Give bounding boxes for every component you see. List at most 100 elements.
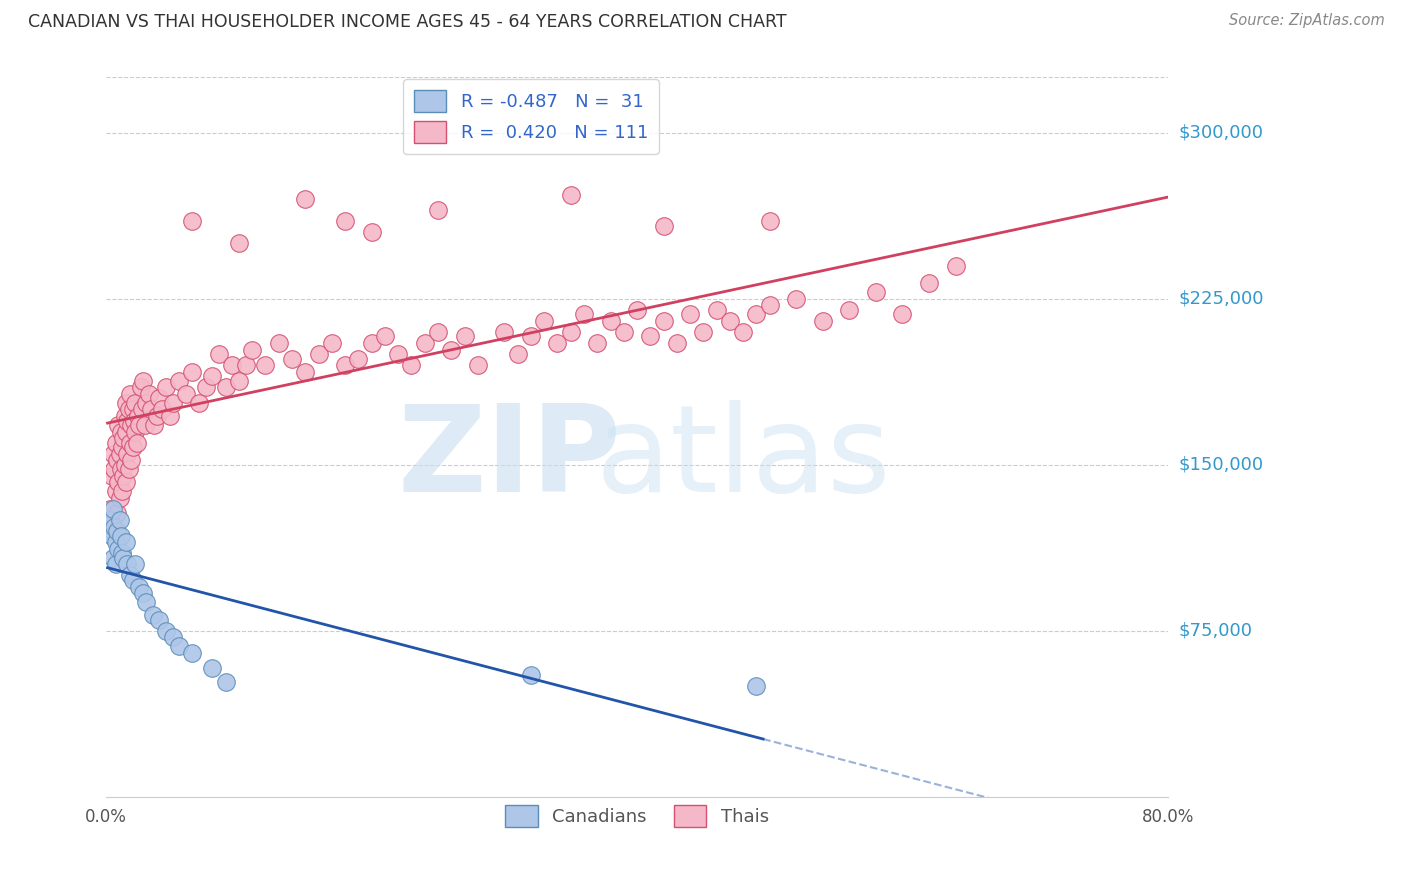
Point (112, 550, 135, 565)
Text: $225,000: $225,000 (1180, 290, 1264, 308)
Point (115, 396, 138, 410)
Point (107, 417, 129, 432)
Point (117, 413, 139, 427)
Point (135, 595, 157, 609)
Text: atlas: atlas (595, 401, 891, 517)
Point (120, 453, 142, 467)
Text: Source: ZipAtlas.com: Source: ZipAtlas.com (1229, 13, 1385, 29)
Text: ZIP: ZIP (398, 401, 621, 517)
Point (104, 484, 127, 499)
Point (108, 513, 131, 527)
Point (104, 435, 127, 450)
Point (115, 475, 138, 490)
Point (105, 524, 128, 538)
Point (112, 468, 135, 483)
Point (122, 413, 145, 427)
Point (127, 409, 149, 423)
Point (112, 431, 135, 445)
Point (124, 396, 146, 410)
Point (114, 409, 136, 423)
Point (427, 325, 450, 339)
Point (142, 608, 165, 623)
Point (125, 435, 148, 450)
Point (360, 226, 382, 240)
Point (413, 336, 436, 351)
Point (665, 336, 688, 351)
Point (533, 314, 555, 328)
Point (733, 325, 755, 339)
Point (546, 336, 568, 351)
Point (181, 646, 204, 660)
Point (221, 358, 243, 372)
Point (150, 402, 173, 417)
Point (560, 187, 582, 202)
Point (101, 502, 124, 516)
Point (181, 214, 204, 228)
Point (572, 307, 595, 321)
Point (387, 347, 409, 361)
Point (141, 402, 163, 417)
Point (101, 550, 124, 565)
Point (586, 336, 609, 351)
Point (520, 668, 543, 682)
Point (745, 679, 768, 693)
Point (208, 347, 231, 361)
Point (115, 425, 138, 439)
Point (110, 528, 132, 542)
Point (294, 192, 316, 206)
Point (111, 546, 134, 560)
Point (145, 409, 167, 423)
Point (174, 387, 197, 401)
Point (308, 347, 330, 361)
Point (360, 336, 382, 351)
Point (520, 329, 543, 343)
Point (333, 358, 356, 372)
Point (101, 447, 124, 461)
Point (891, 307, 914, 321)
Point (240, 343, 263, 357)
Point (111, 484, 134, 499)
Point (652, 314, 675, 328)
Point (117, 447, 139, 461)
Point (494, 325, 516, 339)
Point (120, 387, 142, 401)
Point (115, 535, 138, 549)
Point (254, 358, 277, 372)
Point (110, 425, 132, 439)
Point (440, 343, 463, 357)
Point (267, 336, 290, 351)
Point (108, 491, 131, 505)
Point (104, 558, 127, 572)
Point (333, 214, 356, 228)
Point (167, 374, 190, 388)
Point (640, 329, 662, 343)
Point (865, 285, 887, 300)
Point (121, 440, 143, 454)
Point (758, 214, 780, 228)
Point (148, 392, 170, 406)
Point (148, 613, 170, 627)
Point (124, 558, 146, 572)
Point (128, 417, 150, 432)
Point (155, 624, 177, 638)
Text: $75,000: $75,000 (1180, 622, 1253, 640)
Point (785, 292, 807, 306)
Point (201, 369, 224, 384)
Point (718, 314, 741, 328)
Point (692, 325, 714, 339)
Point (132, 586, 155, 600)
Point (235, 358, 257, 372)
Point (103, 462, 125, 476)
Point (120, 417, 142, 432)
Point (758, 298, 780, 312)
Point (104, 535, 127, 549)
Point (129, 380, 152, 394)
Point (121, 402, 143, 417)
Point (228, 236, 250, 251)
Point (838, 302, 860, 317)
Point (110, 462, 132, 476)
Point (111, 440, 134, 454)
Point (98, 513, 121, 527)
Point (100, 528, 122, 542)
Point (613, 325, 636, 339)
